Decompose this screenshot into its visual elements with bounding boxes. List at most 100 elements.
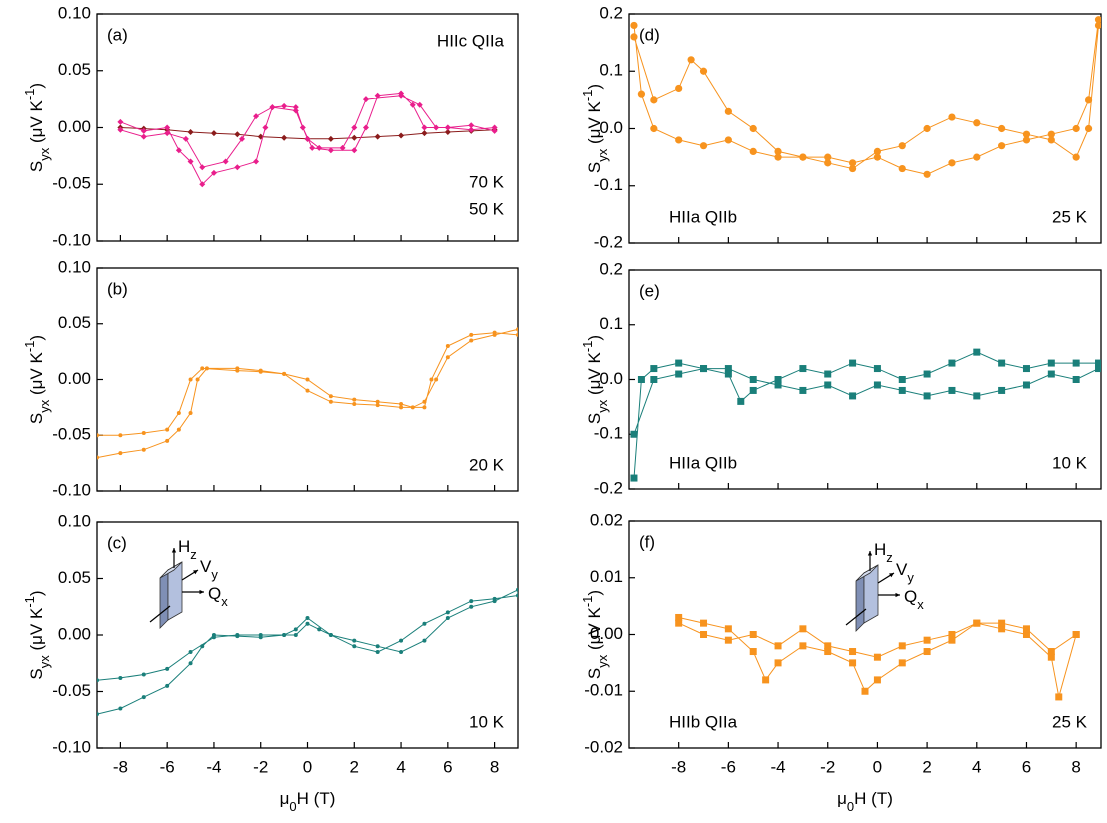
y-axis-label-part: (μV K	[585, 607, 604, 655]
marker	[799, 365, 807, 373]
marker	[774, 376, 782, 383]
marker	[1047, 130, 1055, 138]
inset-label-part: H	[874, 540, 886, 559]
marker	[774, 147, 782, 155]
marker	[700, 631, 708, 638]
slab-side	[855, 572, 865, 632]
marker	[258, 369, 263, 374]
marker	[516, 587, 518, 592]
marker	[352, 638, 357, 643]
y-axis-label-part: )	[27, 335, 46, 341]
x-tick-label: -4	[770, 757, 785, 776]
marker	[1072, 124, 1080, 133]
y-axis-label-part: yx	[37, 399, 52, 413]
marker	[164, 124, 171, 131]
x-axis-label-part: μ	[837, 789, 847, 808]
inset-arrowhead	[193, 570, 198, 575]
y-tick-label: -0.02	[584, 737, 623, 756]
x-tick-label: -4	[206, 757, 221, 776]
series-line	[633, 19, 1099, 175]
inset-label-part: z	[886, 550, 893, 565]
x-tick-label: 8	[490, 757, 499, 776]
x-tick-label: 4	[972, 757, 981, 776]
y-tick-label: 0.00	[58, 624, 91, 643]
marker	[195, 377, 200, 382]
marker	[235, 633, 240, 637]
y-tick-label: -0.10	[52, 737, 91, 756]
marker	[724, 136, 732, 144]
marker	[199, 181, 206, 188]
marker	[416, 101, 423, 108]
marker	[469, 604, 474, 609]
marker	[923, 392, 931, 400]
y-tick-label: 0.1	[599, 314, 623, 333]
marker	[398, 92, 405, 99]
marker	[293, 627, 298, 632]
marker	[141, 695, 146, 700]
marker	[724, 636, 732, 644]
marker	[998, 625, 1006, 633]
marker	[799, 625, 807, 633]
marker	[293, 633, 298, 637]
marker	[848, 159, 857, 167]
y-axis-label-part: )	[585, 590, 604, 596]
y-axis-label-part: )	[585, 335, 604, 341]
series-line	[678, 617, 1078, 698]
marker	[165, 438, 170, 443]
marker	[1022, 631, 1030, 638]
marker	[630, 474, 638, 482]
slab-top	[159, 561, 183, 579]
marker	[824, 159, 832, 167]
marker	[351, 124, 358, 131]
marker	[923, 648, 931, 656]
inset-label: Hz	[874, 540, 893, 564]
inset-label-part: x	[917, 597, 924, 612]
marker	[998, 619, 1006, 627]
marker	[410, 405, 415, 410]
marker	[873, 676, 881, 684]
marker	[468, 126, 475, 133]
marker	[398, 132, 405, 139]
panel-label: (a)	[107, 25, 128, 44]
marker	[422, 638, 427, 643]
marker	[200, 366, 205, 371]
marker	[1022, 365, 1030, 373]
marker	[141, 431, 146, 436]
y-axis-label-part: )	[585, 84, 604, 90]
y-tick-label: 0.1	[599, 61, 623, 80]
marker	[948, 631, 956, 638]
series-line	[97, 589, 518, 715]
sample-orientation: HIIc QIIa	[437, 31, 505, 50]
marker	[700, 619, 708, 627]
marker	[399, 638, 404, 643]
marker	[898, 142, 906, 150]
inset-label: Vy	[896, 560, 914, 584]
marker	[998, 124, 1006, 133]
marker	[97, 712, 99, 717]
marker	[1072, 359, 1080, 367]
marker	[650, 376, 658, 383]
marker	[328, 399, 333, 404]
y-tick-label: 0.05	[58, 313, 91, 332]
panel-label: (d)	[639, 25, 660, 44]
y-axis-label-part: -1	[580, 341, 595, 353]
marker	[444, 129, 451, 136]
y-tick-label: -0.10	[52, 230, 91, 249]
x-tick-label: -6	[721, 757, 736, 776]
marker	[444, 124, 451, 131]
marker	[292, 107, 299, 114]
marker	[630, 33, 638, 41]
marker	[309, 144, 316, 151]
marker	[675, 613, 683, 621]
y-tick-label: 0.2	[599, 3, 623, 22]
marker	[317, 627, 322, 632]
x-tick-label: 0	[873, 757, 882, 776]
marker	[675, 84, 683, 93]
marker	[211, 635, 216, 640]
y-axis-label-part: )	[27, 83, 46, 89]
y-axis-label-part: -1	[580, 596, 595, 608]
plot-area	[675, 613, 1080, 701]
marker	[898, 376, 906, 383]
marker	[724, 625, 732, 633]
